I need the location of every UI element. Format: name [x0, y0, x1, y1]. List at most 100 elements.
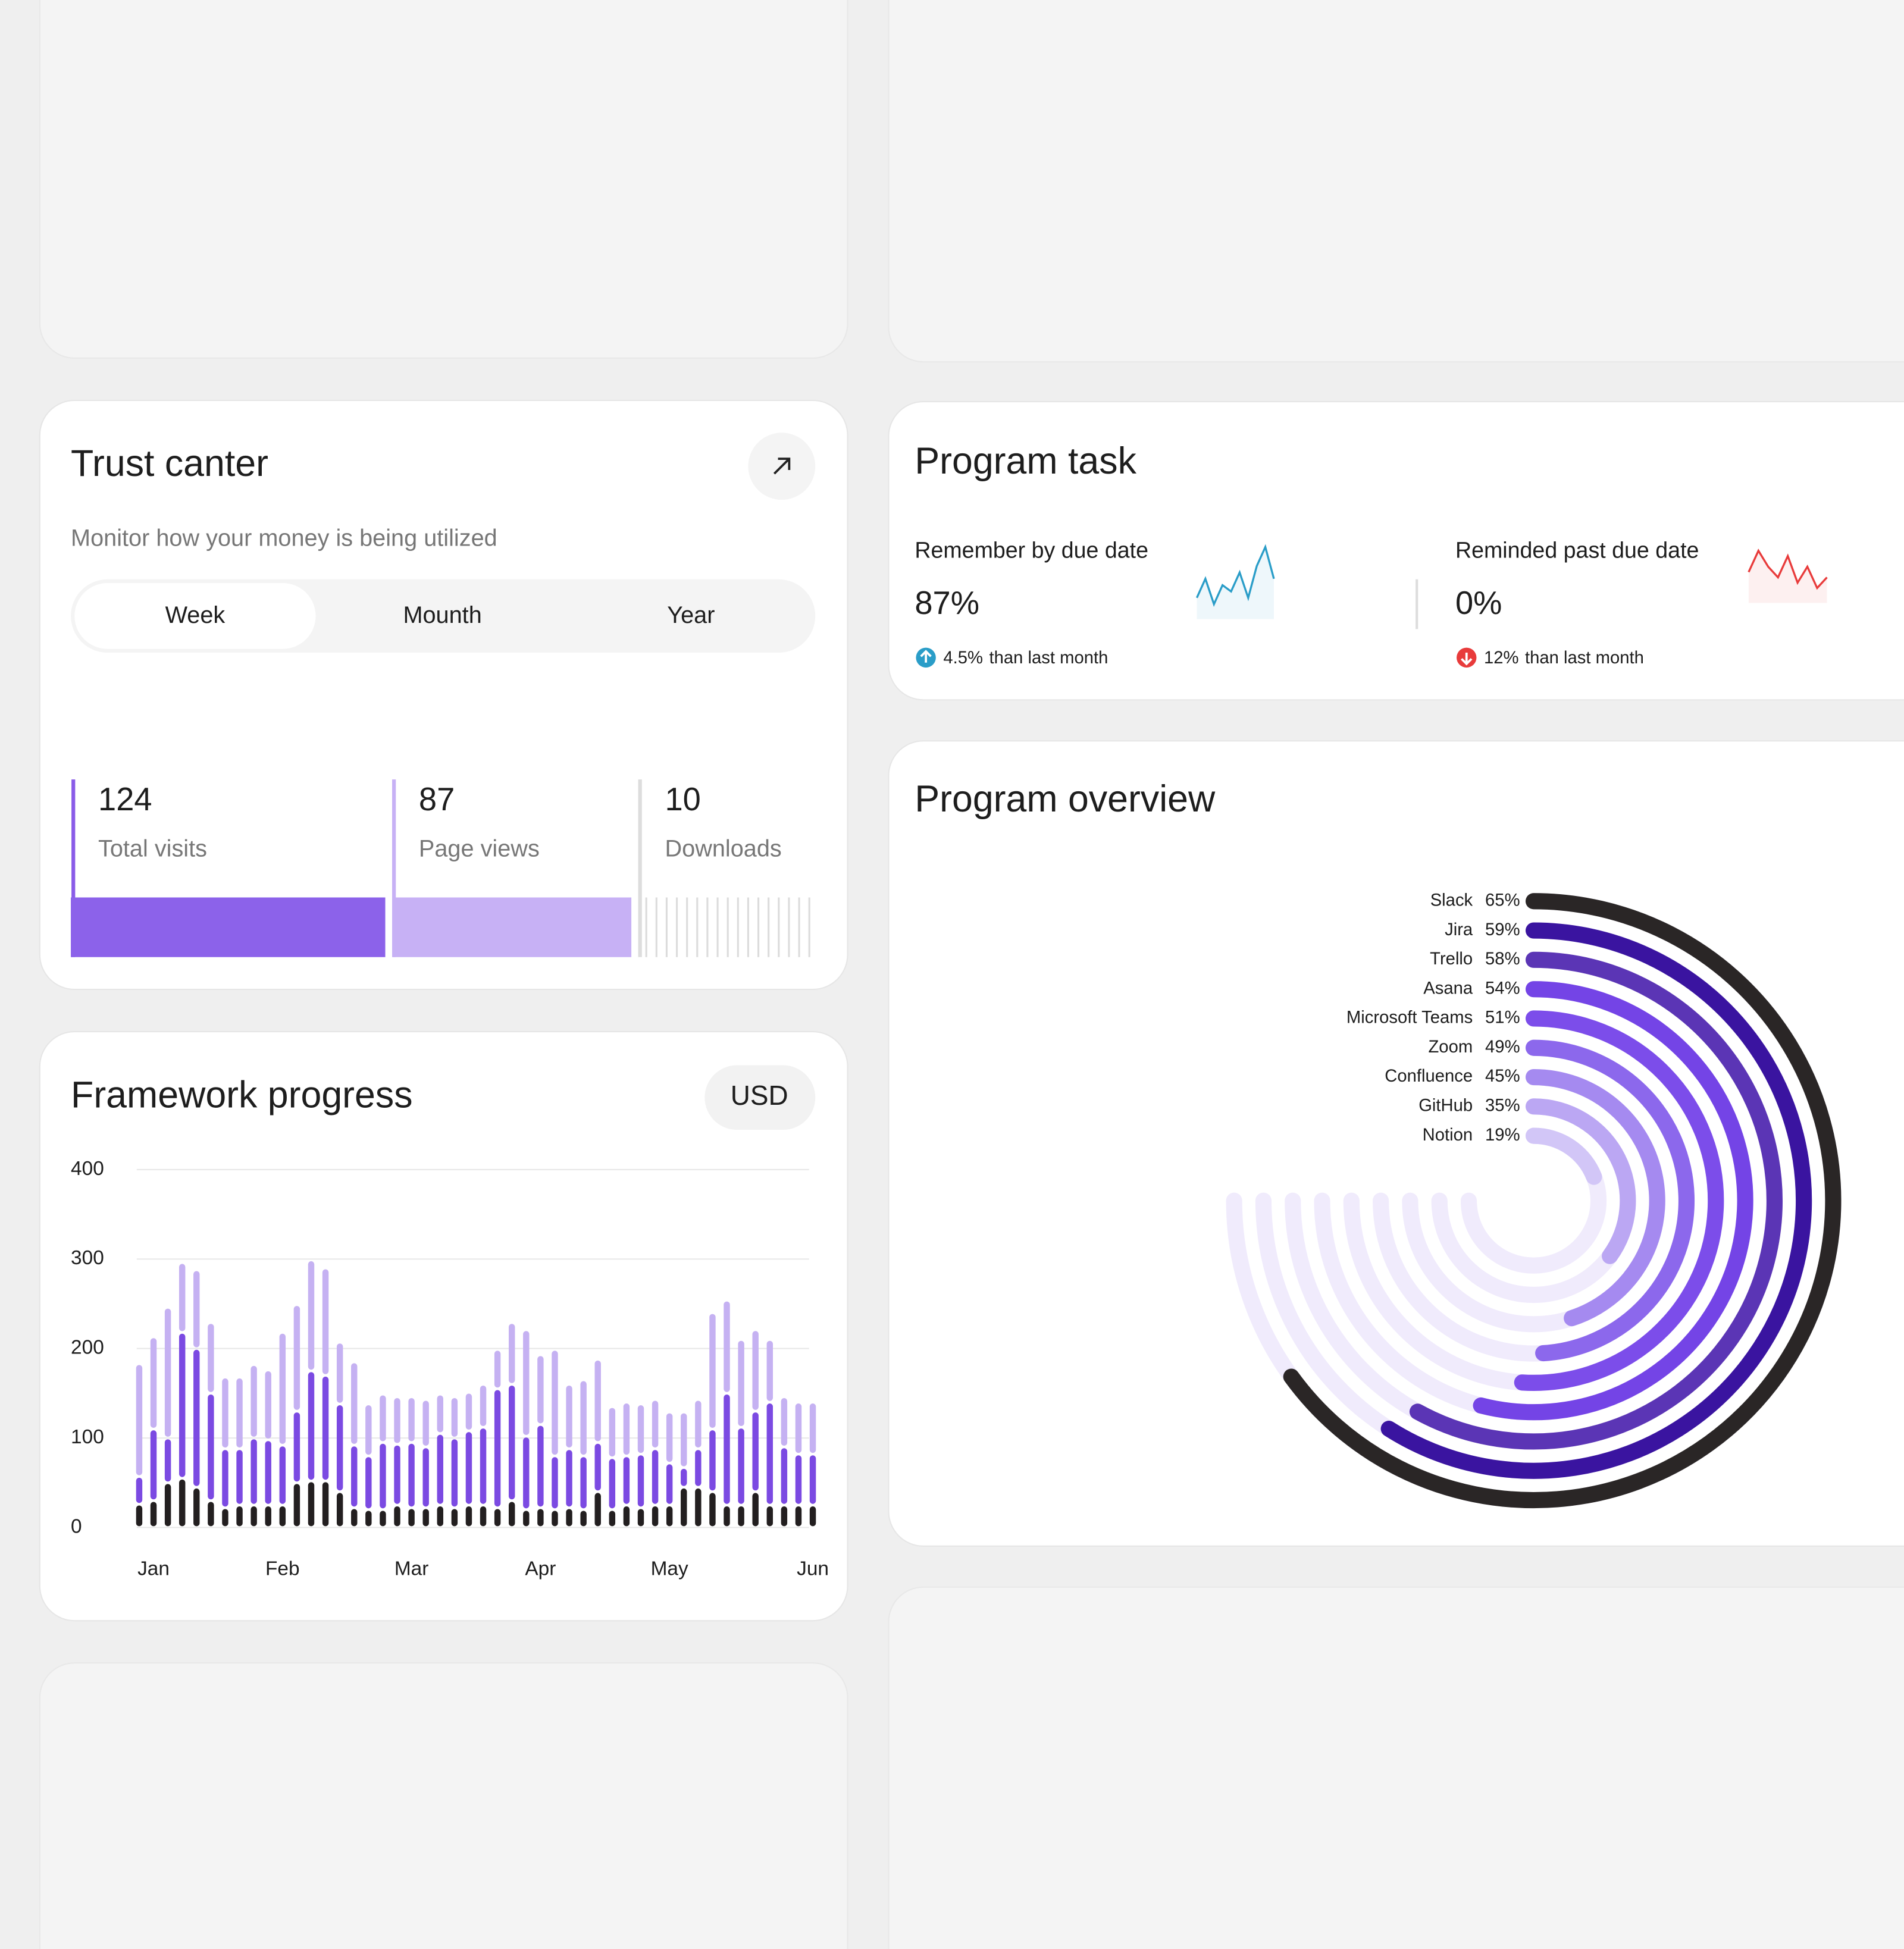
open-button[interactable]	[748, 433, 816, 500]
bar-segment	[380, 1511, 386, 1527]
currency-label[interactable]: USD	[731, 1080, 788, 1111]
y-tick-label: 100	[71, 1426, 104, 1448]
bar-segment	[709, 1430, 716, 1491]
bar-segment	[738, 1428, 744, 1504]
card-title: Program overview	[915, 778, 1216, 820]
bar-segment	[566, 1509, 572, 1527]
bar-segment	[508, 1385, 515, 1500]
radial-bar	[1409, 951, 1783, 1450]
bar-segment	[594, 1360, 601, 1442]
change-note: than last month	[1525, 648, 1644, 668]
bar-segment	[265, 1506, 271, 1527]
bar-segment	[537, 1356, 544, 1424]
bar-segment	[809, 1403, 816, 1453]
bar-segment	[236, 1450, 243, 1504]
tab[interactable]: Week	[165, 602, 226, 628]
change-value: 4.5%	[943, 648, 983, 668]
bar-segment	[623, 1457, 630, 1504]
bar-segment	[781, 1398, 788, 1446]
bar-segment	[365, 1457, 372, 1509]
radial-value-label: 58%	[1485, 950, 1520, 969]
bar-segment	[652, 1506, 659, 1527]
y-tick-label: 400	[71, 1158, 104, 1180]
radial-label: Notion	[1423, 1126, 1473, 1145]
bar-segment	[308, 1261, 315, 1370]
metric-label: Reminded past due date	[1455, 538, 1699, 563]
radial-bar	[1525, 1098, 1636, 1264]
bar-segment	[752, 1331, 759, 1410]
bar-segment	[408, 1509, 415, 1527]
bar-segment	[465, 1506, 472, 1527]
radial-value-label: 19%	[1485, 1126, 1520, 1145]
metric-label: Remember by due date	[915, 538, 1148, 563]
bar-segment	[437, 1395, 444, 1433]
tab[interactable]: Mounth	[403, 602, 481, 628]
bar-segment	[766, 1506, 774, 1527]
bar-segment	[580, 1457, 587, 1509]
bar-segment	[380, 1395, 386, 1442]
bar-segment	[308, 1372, 315, 1480]
bar-segment	[494, 1350, 501, 1388]
radial-value-label: 45%	[1485, 1067, 1520, 1086]
bar-segment	[408, 1398, 415, 1442]
bar-segment	[208, 1395, 214, 1500]
bar-segment	[351, 1446, 358, 1507]
radial-bar	[1525, 1068, 1665, 1327]
bar-segment	[279, 1506, 286, 1527]
sparkline	[1195, 544, 1275, 607]
bar-segment	[795, 1455, 802, 1504]
bar-segment	[365, 1511, 372, 1527]
bar-segment	[623, 1506, 630, 1527]
bar-segment	[709, 1493, 716, 1527]
bar-segment	[351, 1509, 358, 1527]
x-tick-label: Mar	[394, 1558, 429, 1580]
placeholder-card	[888, 1586, 1904, 1949]
stat-bar	[71, 897, 386, 957]
x-tick-label: Jun	[797, 1558, 829, 1580]
bar-segment	[609, 1511, 616, 1527]
bar-segment	[552, 1511, 558, 1527]
bar-segment	[222, 1450, 228, 1507]
bar-segment	[623, 1403, 630, 1455]
bar-segment	[738, 1506, 744, 1527]
currency-button[interactable]	[704, 1065, 816, 1130]
bar-segment	[279, 1446, 286, 1504]
bar-segment	[394, 1398, 400, 1443]
stat-label: Total visits	[98, 836, 207, 862]
bar-segment	[580, 1511, 587, 1527]
x-tick-label: Feb	[265, 1558, 300, 1580]
bar-segment	[724, 1395, 730, 1504]
bar-segment	[322, 1269, 329, 1374]
bar-segment	[465, 1432, 472, 1504]
active-tab[interactable]	[74, 583, 316, 649]
bar-segment	[322, 1482, 329, 1527]
radial-bar	[1473, 981, 1753, 1421]
bar-segment	[193, 1271, 200, 1348]
task-metrics: Remember by due date 87% 4.5% than last mon…	[915, 538, 1828, 668]
bar-segment	[322, 1376, 329, 1480]
bar-segment	[508, 1502, 515, 1527]
bar-segment	[308, 1482, 315, 1527]
radial-label: Microsoft Teams	[1346, 1008, 1473, 1027]
radial-bar	[1525, 1039, 1695, 1362]
stat-label: Downloads	[665, 836, 781, 862]
change-value: 12%	[1484, 648, 1519, 668]
card-subtitle: Monitor how your money is being utilized	[71, 525, 497, 551]
placeholder-card	[888, 0, 1904, 363]
bar-segment	[164, 1308, 171, 1437]
bar-segment	[523, 1511, 530, 1527]
x-tick-label: Apr	[525, 1558, 556, 1580]
bar-segment	[480, 1385, 487, 1426]
radial-label: Trello	[1430, 950, 1473, 969]
bar-segment	[178, 1264, 186, 1331]
bar-segment	[766, 1340, 774, 1401]
bar-segment	[738, 1340, 744, 1426]
change-arrow	[1461, 653, 1473, 666]
radial-bar	[1525, 1127, 1602, 1185]
bar-segment	[422, 1509, 429, 1527]
bar-segment	[178, 1479, 186, 1527]
bar-segment	[437, 1506, 444, 1527]
bar-segment	[480, 1428, 487, 1504]
bar-segment	[150, 1430, 157, 1500]
tab[interactable]: Year	[667, 602, 715, 628]
